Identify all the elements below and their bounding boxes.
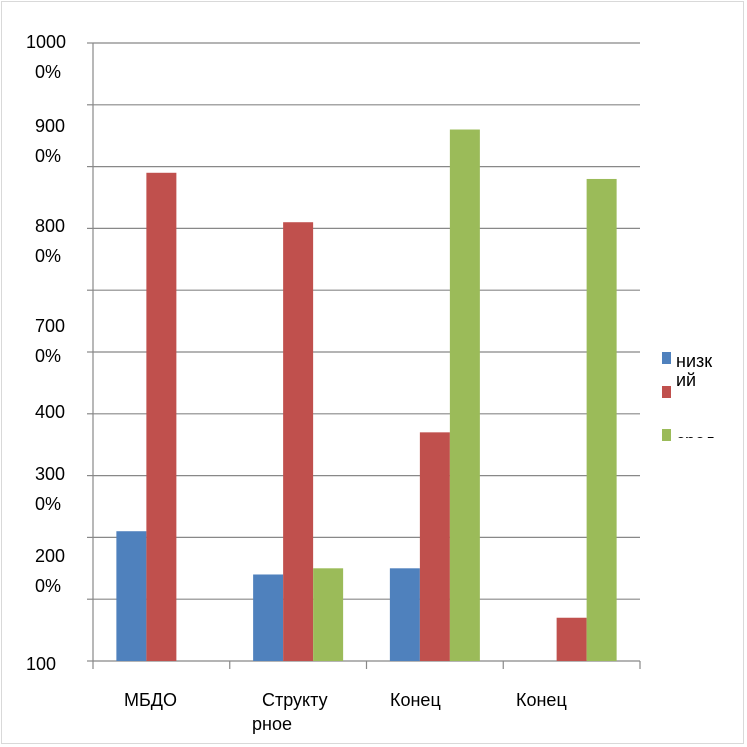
y-tick-label-line: 300 [35,464,65,484]
legend-entry: ий [676,370,696,390]
x-tick-label: МБДО [124,690,177,710]
x-tick-label-line: МБДО [124,690,177,710]
y-tick-labels: 100 200 0% 300 0% 400 700 0% 800 0% 900 0% 1000 0% [26,32,66,674]
y-tick-label: 300 0% [35,464,65,514]
y-tick-label: 200 0% [35,546,65,596]
y-tick-label: 700 0% [35,316,65,366]
y-tick-label: 100 [26,654,56,674]
legend-swatch [662,386,671,398]
y-tick-label: 900 0% [35,116,65,166]
y-tick-label-line: 400 [35,402,65,422]
bar [449,129,480,661]
bars [116,129,617,661]
bar [313,568,344,661]
x-tick-label-line: Конец [390,690,441,710]
x-tick-label-line: рное [252,714,292,734]
y-tick-label: 400 [35,402,65,422]
y-tick-label-line: 1000 [26,32,66,52]
y-tick-label-line: 800 [35,216,65,236]
bar [586,178,617,661]
y-tick-label-line: 200 [35,546,65,566]
bar [283,222,314,661]
x-tick-label: Структу рное [252,690,328,734]
y-tick-label-line: 100 [26,654,56,674]
y-tick-label: 800 0% [35,216,65,266]
y-tick-label-line: 0% [35,346,61,366]
x-tick-label: Конец [516,690,567,710]
legend-entry: низк [676,351,712,371]
bar [116,531,147,661]
bar [556,617,587,661]
y-tick-label-line: 0% [35,494,61,514]
x-tick-label-line: Структу [262,690,328,710]
axes [87,42,641,669]
bar [419,432,450,661]
y-tick-label-line: 0% [35,146,61,166]
y-tick-label-line: 0% [35,576,61,596]
y-tick-label-line: 0% [35,246,61,266]
y-tick-label-line: 900 [35,116,65,136]
legend-entry: сред [676,431,716,451]
y-tick-label-line: 700 [35,316,65,336]
x-tick-label-line: Конец [516,690,567,710]
legend-swatch [662,352,671,364]
bar [146,172,177,661]
bar [253,574,284,661]
y-tick-label: 1000 0% [26,32,66,82]
x-tick-labels: МБДО Структу рное Конец Конец [124,690,567,734]
y-tick-label-line: 0% [35,62,61,82]
x-tick-label: Конец [390,690,441,710]
legend-swatch [662,429,671,441]
bar [389,568,420,661]
gridlines [93,42,640,600]
